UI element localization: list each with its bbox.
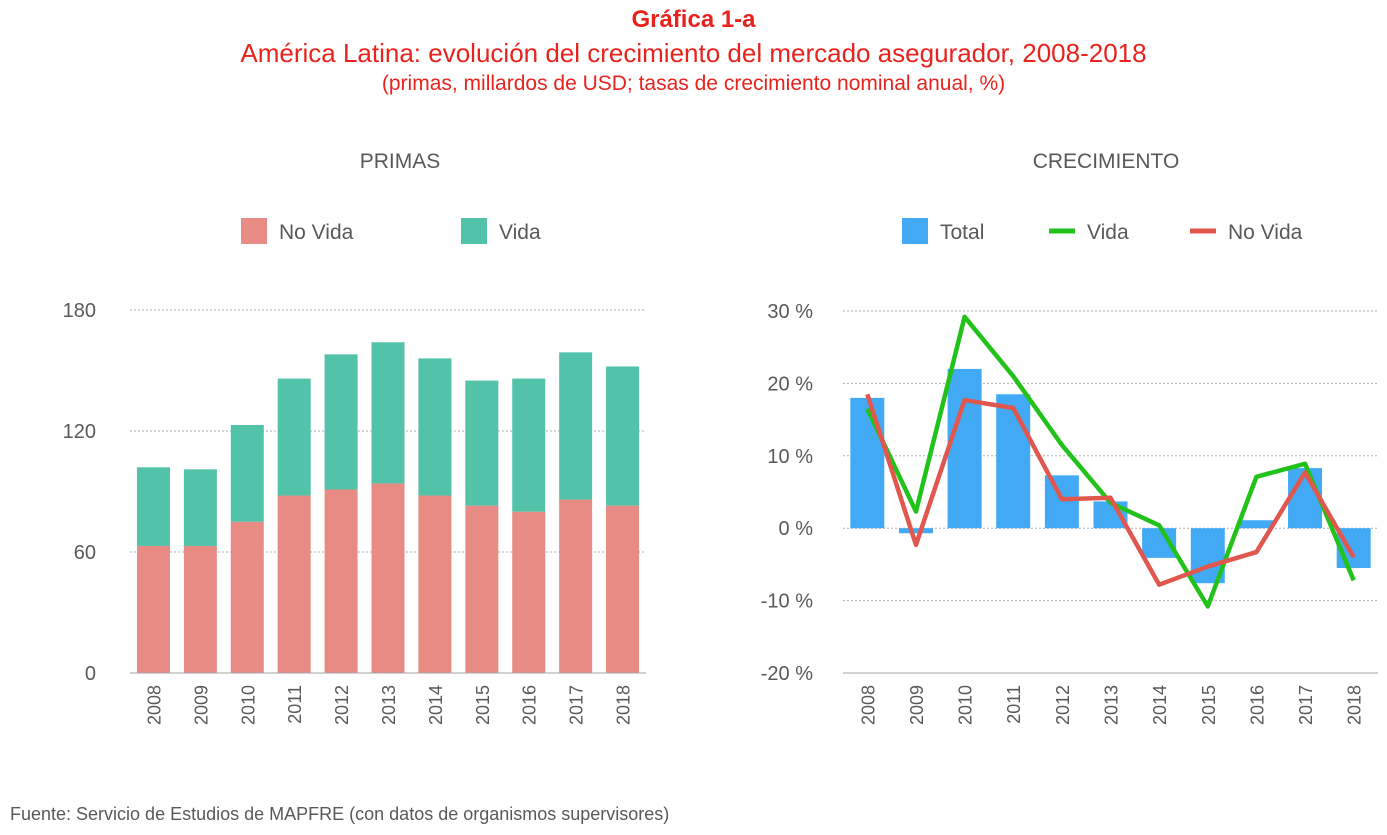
- primas-bar-no-vida: [371, 483, 405, 673]
- crecimiento-y-tick-label: 30 %: [767, 301, 813, 323]
- primas-bar-vida: [277, 378, 311, 496]
- crecimiento-x-tick-label: 2012: [1053, 685, 1073, 725]
- primas-legend-swatch-0: [241, 218, 267, 244]
- crecimiento-bar-total: [850, 397, 885, 529]
- primas-bar-no-vida: [512, 511, 546, 673]
- primas-y-tick-label: 0: [85, 663, 96, 685]
- primas-x-tick-label: 2017: [567, 685, 587, 725]
- crecimiento-bar-total: [898, 528, 933, 534]
- primas-x-tick-label: 2014: [426, 685, 446, 725]
- primas-x-tick-label: 2008: [144, 685, 164, 725]
- primas-bar-vida: [465, 380, 499, 506]
- crecimiento-bar-total: [996, 394, 1031, 529]
- crecimiento-legend-label-1: Vida: [1087, 221, 1129, 244]
- crecimiento-y-tick-label: -20 %: [761, 663, 813, 685]
- primas-x-tick-label: 2012: [332, 685, 352, 725]
- primas-x-tick-label: 2009: [191, 685, 211, 725]
- primas-bar-vida: [559, 352, 593, 500]
- crecimiento-x-tick-label: 2016: [1247, 685, 1267, 725]
- primas-bar-vida: [136, 467, 170, 546]
- primas-bar-no-vida: [324, 489, 358, 673]
- crecimiento-line-no-vida: [865, 393, 1356, 587]
- primas-bar-vida: [230, 424, 264, 522]
- crecimiento-legend-label-0: Total: [940, 221, 984, 244]
- primas-bar-vida: [606, 366, 640, 506]
- crecimiento-bar-total: [947, 368, 982, 529]
- primas-x-tick-label: 2011: [285, 685, 305, 724]
- crecimiento-legend-swatch-0: [902, 218, 928, 244]
- primas-y-tick-label: 60: [74, 542, 96, 564]
- primas-x-tick-label: 2018: [614, 685, 634, 725]
- primas-bar-no-vida: [606, 505, 640, 673]
- primas-bar-vida: [418, 358, 452, 496]
- crecimiento-y-tick-label: 20 %: [767, 373, 813, 395]
- primas-x-tick-label: 2013: [379, 685, 399, 725]
- crecimiento-x-tick-label: 2008: [858, 685, 878, 725]
- primas-bar-vida: [324, 354, 358, 490]
- figure-title: América Latina: evolución del crecimient…: [240, 38, 1147, 68]
- figure-subtitle: (primas, millardos de USD; tasas de crec…: [381, 72, 1006, 95]
- crecimiento-bar-total: [1239, 520, 1274, 529]
- crecimiento-bar-total: [1044, 475, 1079, 529]
- crecimiento-x-tick-label: 2013: [1102, 685, 1122, 725]
- crecimiento-line-vida: [865, 314, 1356, 609]
- primas-bar-no-vida: [559, 499, 593, 673]
- primas-bar-vida: [183, 469, 217, 546]
- crecimiento-legend-label-2: No Vida: [1228, 221, 1303, 244]
- crecimiento-x-tick-label: 2017: [1296, 685, 1316, 725]
- source-note: Fuente: Servicio de Estudios de MAPFRE (…: [10, 804, 670, 824]
- primas-y-tick-label: 120: [63, 421, 96, 443]
- figure-number: Gráfica 1-a: [631, 6, 756, 33]
- primas-bar-no-vida: [230, 521, 264, 673]
- crecimiento-y-tick-label: 0 %: [779, 518, 814, 540]
- primas-legend-label-0: No Vida: [279, 221, 354, 244]
- crecimiento-x-tick-label: 2015: [1199, 685, 1219, 725]
- crecimiento-x-tick-label: 2010: [956, 685, 976, 725]
- crecimiento-chart-title: CRECIMIENTO: [1033, 150, 1180, 173]
- crecimiento-x-tick-label: 2009: [907, 685, 927, 725]
- primas-legend-swatch-1: [461, 218, 487, 244]
- primas-x-tick-label: 2015: [473, 685, 493, 725]
- primas-chart-title: PRIMAS: [360, 150, 441, 173]
- primas-bar-no-vida: [183, 545, 217, 673]
- primas-bar-no-vida: [418, 495, 452, 673]
- crecimiento-bar-total: [1288, 468, 1323, 529]
- primas-bar-no-vida: [136, 545, 170, 673]
- crecimiento-y-tick-label: 10 %: [767, 446, 813, 468]
- primas-x-tick-label: 2010: [238, 685, 258, 725]
- primas-bar-vida: [512, 378, 546, 512]
- primas-y-tick-label: 180: [63, 300, 96, 322]
- primas-bar-no-vida: [277, 495, 311, 673]
- crecimiento-x-tick-label: 2014: [1150, 685, 1170, 725]
- crecimiento-x-tick-label: 2011: [1004, 685, 1024, 724]
- crecimiento-y-tick-label: -10 %: [761, 591, 813, 613]
- primas-bar-no-vida: [465, 505, 499, 673]
- primas-legend-label-1: Vida: [499, 221, 541, 244]
- charts-canvas: PRIMAS No Vida Vida 0 60 120 180 2008 2009 2010 20…: [63, 150, 1378, 725]
- primas-bar-vida: [371, 342, 405, 484]
- crecimiento-x-tick-label: 2018: [1345, 685, 1365, 725]
- primas-x-tick-label: 2016: [520, 685, 540, 725]
